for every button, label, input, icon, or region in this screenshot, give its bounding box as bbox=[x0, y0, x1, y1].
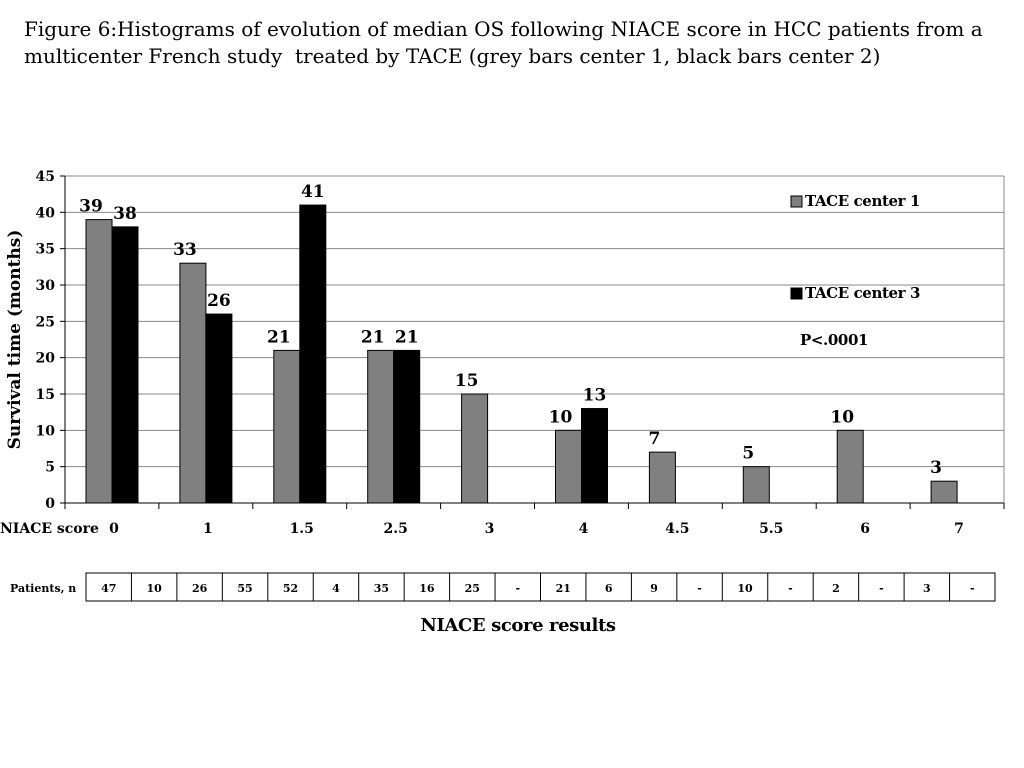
data-label-center1: 21 bbox=[267, 327, 291, 347]
patients-cell-center2: 6 bbox=[605, 582, 613, 595]
bar-center2 bbox=[111, 226, 139, 504]
bar-center2 bbox=[393, 349, 421, 504]
x-tick-label: 4.5 bbox=[665, 521, 689, 537]
x-tick-label: 4 bbox=[579, 521, 589, 537]
y-tick-label: 40 bbox=[36, 205, 56, 221]
x-axis-prefix: NIACE score bbox=[0, 521, 99, 537]
x-tick-label: 7 bbox=[954, 521, 964, 537]
y-tick-label: 45 bbox=[36, 169, 55, 185]
legend-swatch-center2 bbox=[790, 287, 803, 300]
bar-center1 bbox=[836, 429, 864, 504]
bar-center1 bbox=[555, 429, 582, 504]
bar-center1 bbox=[648, 451, 676, 504]
patients-cell-center1: 52 bbox=[283, 582, 298, 595]
x-axis-title: NIACE score results bbox=[420, 615, 616, 636]
figure-caption: Figure 6:Histograms of evolution of medi… bbox=[24, 17, 983, 68]
data-label-center1: 3 bbox=[930, 458, 942, 478]
data-label-center2: 38 bbox=[113, 204, 137, 224]
patients-cell-center2: 16 bbox=[419, 582, 435, 595]
data-label-center2: 21 bbox=[395, 327, 419, 347]
bar-center1 bbox=[179, 262, 207, 504]
data-label-center1: 33 bbox=[173, 240, 197, 260]
y-tick-label: 5 bbox=[45, 460, 55, 476]
data-label-center1: 39 bbox=[79, 197, 103, 217]
x-tick-label: 3 bbox=[485, 521, 495, 537]
patients-cell-center2: - bbox=[970, 582, 975, 595]
patients-cell-center1: 2 bbox=[832, 582, 840, 595]
patients-cell-center1: 35 bbox=[374, 582, 389, 595]
patients-row-label: Patients, n bbox=[10, 582, 76, 595]
patients-cell-center2: - bbox=[697, 582, 702, 595]
x-tick-label: 0 bbox=[109, 521, 119, 537]
p-value-annotation: P<.0001 bbox=[800, 331, 868, 349]
bar-center1 bbox=[461, 393, 489, 504]
bar-center1 bbox=[930, 480, 958, 504]
bar-center2 bbox=[581, 408, 608, 504]
bar-center2 bbox=[299, 204, 327, 504]
legend-label-center2: TACE center 3 bbox=[805, 284, 920, 302]
data-label-center2: 41 bbox=[301, 182, 325, 202]
patients-cell-center1: 21 bbox=[556, 582, 571, 595]
x-tick-label: 1 bbox=[203, 521, 213, 537]
y-tick-label: 30 bbox=[36, 278, 56, 294]
patients-cell-center2: - bbox=[788, 582, 793, 595]
patients-cell-center2: 4 bbox=[332, 582, 340, 595]
x-tick-label: 1.5 bbox=[290, 521, 314, 537]
x-tick-label: 5.5 bbox=[759, 521, 783, 537]
y-tick-label: 0 bbox=[45, 496, 55, 512]
legend-label-center1: TACE center 1 bbox=[805, 192, 920, 210]
y-tick-label: 25 bbox=[36, 314, 55, 330]
x-tick-label: 2.5 bbox=[383, 521, 407, 537]
y-tick-label: 10 bbox=[36, 423, 56, 439]
bar-center1 bbox=[742, 466, 770, 504]
patients-cell-center1: 10 bbox=[737, 582, 753, 595]
bar-center1 bbox=[367, 349, 395, 504]
y-axis-label: Survival time (months) bbox=[5, 230, 25, 450]
bar-center2 bbox=[205, 313, 233, 504]
legend-swatch-center1 bbox=[790, 195, 803, 208]
patients-cell-center2: 10 bbox=[147, 582, 163, 595]
data-label-center1: 5 bbox=[742, 444, 754, 464]
y-tick-label: 35 bbox=[36, 242, 55, 258]
patients-cell-center2: 55 bbox=[237, 582, 252, 595]
data-label-center1: 7 bbox=[648, 429, 660, 449]
patients-cell-center1: 47 bbox=[101, 582, 116, 595]
data-label-center2: 13 bbox=[583, 386, 607, 406]
y-tick-label: 20 bbox=[36, 351, 56, 367]
patients-cell-center1: 26 bbox=[192, 582, 208, 595]
x-tick-label: 6 bbox=[860, 521, 870, 537]
patients-cell-center1: 9 bbox=[650, 582, 658, 595]
patients-cell-center1: 25 bbox=[465, 582, 480, 595]
bar-center1 bbox=[85, 219, 113, 504]
patients-cell-center2: - bbox=[515, 582, 520, 595]
data-label-center1: 10 bbox=[830, 407, 854, 427]
patients-cell-center2: - bbox=[879, 582, 884, 595]
patients-cell-center1: 3 bbox=[923, 582, 931, 595]
y-tick-label: 15 bbox=[36, 387, 55, 403]
data-label-center1: 21 bbox=[361, 327, 385, 347]
bar-center1 bbox=[273, 349, 301, 504]
data-label-center2: 26 bbox=[207, 291, 231, 311]
data-label-center1: 15 bbox=[455, 371, 479, 391]
data-label-center1: 10 bbox=[549, 407, 573, 427]
